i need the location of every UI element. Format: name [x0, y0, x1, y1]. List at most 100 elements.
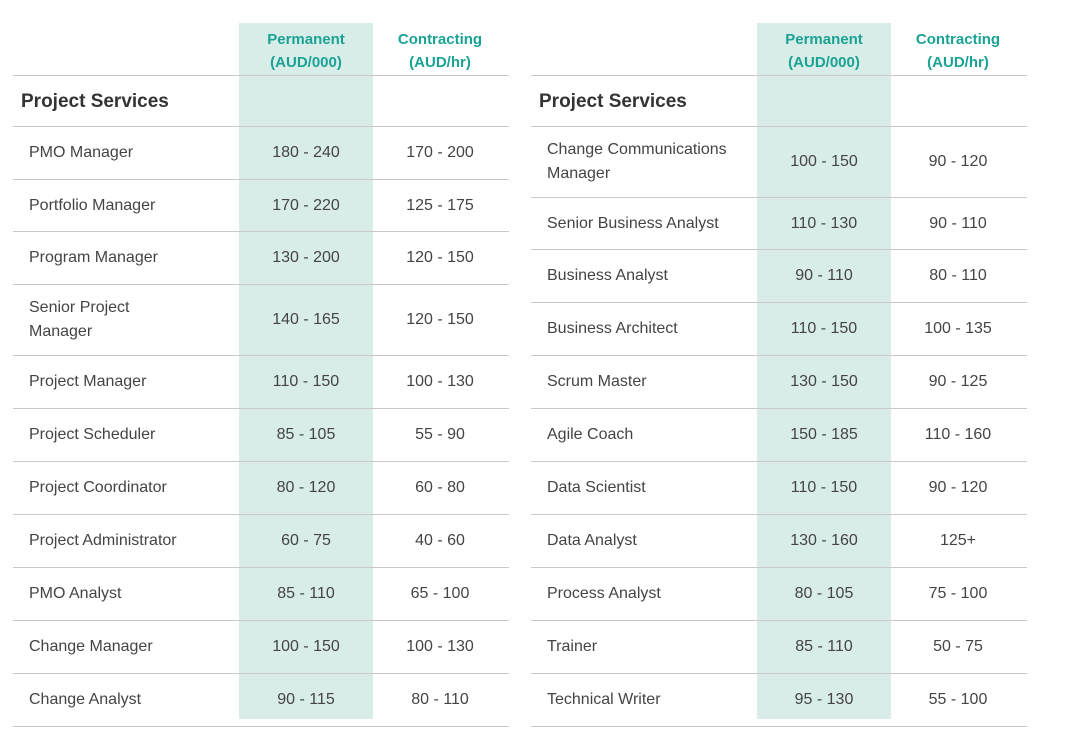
permanent-column-header: Permanent (AUD/000): [239, 28, 373, 74]
contracting-rate: 120 - 150: [406, 311, 474, 328]
contracting-rate: 100 - 130: [406, 373, 474, 390]
contracting-rate: 55 - 90: [415, 426, 465, 443]
table-row: Technical Writer 95 - 130 55 - 100: [531, 674, 1027, 727]
table-row: Change Analyst 90 - 115 80 - 110: [13, 674, 509, 727]
role-name: Project Coordinator: [29, 479, 167, 496]
contracting-rate: 110 - 160: [924, 426, 992, 443]
role-name: Technical Writer: [547, 691, 661, 708]
table-row: Data Analyst 130 - 160 125+: [531, 515, 1027, 568]
permanent-salary: 90 - 115: [277, 691, 335, 708]
contracting-rate: 80 - 110: [929, 267, 987, 284]
permanent-salary: 95 - 130: [794, 691, 854, 708]
right-salary-table: Permanent (AUD/000) Contracting (AUD/hr)…: [531, 0, 1027, 755]
permanent-salary: 110 - 130: [790, 214, 858, 232]
table-row: Scrum Master 130 - 150 90 - 125: [531, 356, 1027, 409]
table-row: Project Coordinator 80 - 120 60 - 80: [13, 462, 509, 515]
table-row: PMO Manager 180 - 240 170 - 200: [13, 127, 509, 180]
permanent-salary: 130 - 200: [272, 249, 340, 266]
table-row: Portfolio Manager 170 - 220 125 - 175: [13, 180, 509, 232]
permanent-salary: 150 - 185: [790, 426, 858, 443]
role-name: Data Analyst: [547, 532, 637, 549]
contracting-header-unit: (AUD/hr): [409, 54, 471, 71]
permanent-column-highlight: [757, 23, 891, 719]
permanent-salary: 85 - 110: [277, 585, 335, 602]
permanent-salary: 110 - 150: [272, 373, 340, 390]
table-row: Senior Project Manager 140 - 165 120 - 150: [13, 285, 509, 356]
permanent-salary: 80 - 120: [276, 479, 336, 496]
permanent-salary: 90 - 110: [795, 267, 853, 284]
role-name: Trainer: [547, 638, 598, 655]
permanent-salary: 130 - 150: [790, 373, 858, 390]
permanent-salary: 110 - 150: [790, 320, 858, 337]
table-row: PMO Analyst 85 - 110 65 - 100: [13, 568, 509, 621]
role-name: Change Communications Manager: [547, 141, 727, 182]
role-name: Change Analyst: [29, 691, 142, 708]
permanent-salary: 60 - 75: [281, 532, 331, 549]
contracting-rate: 55 - 100: [928, 691, 988, 708]
role-name: Project Scheduler: [29, 426, 156, 443]
contracting-header-unit: (AUD/hr): [927, 54, 989, 71]
permanent-salary: 100 - 150: [790, 153, 858, 170]
role-name: Data Scientist: [547, 479, 646, 496]
table-row: Business Analyst 90 - 110 80 - 110: [531, 250, 1027, 303]
table-row: Senior Business Analyst 110 - 130 90 - 110: [531, 198, 1027, 250]
contracting-rate: 40 - 60: [415, 532, 465, 549]
table-row: Project Manager 110 - 150 100 - 130: [13, 356, 509, 409]
permanent-salary: 140 - 165: [272, 311, 340, 328]
role-name: Senior Project Manager: [29, 299, 130, 340]
role-name: Change Manager: [29, 638, 153, 655]
role-name: Program Manager: [29, 249, 158, 266]
contracting-header-title: Contracting: [397, 31, 483, 48]
contracting-rate: 90 - 125: [928, 373, 988, 390]
section-title: Project Services: [539, 91, 687, 112]
contracting-rate: 100 - 130: [406, 638, 474, 655]
table-row: Business Architect 110 - 150 100 - 135: [531, 303, 1027, 356]
section-title: Project Services: [21, 91, 169, 112]
permanent-salary: 110 - 150: [790, 479, 858, 496]
contracting-rate: 170 - 200: [406, 144, 474, 161]
permanent-salary: 180 - 240: [272, 144, 340, 161]
role-name: Agile Coach: [547, 426, 634, 443]
contracting-rate: 90 - 110: [929, 214, 987, 232]
contracting-rate: 75 - 100: [928, 585, 988, 602]
role-name: Business Architect: [547, 320, 678, 337]
contracting-column-header: Contracting (AUD/hr): [891, 28, 1025, 74]
contracting-rate: 90 - 120: [928, 479, 988, 496]
role-name: Project Manager: [29, 373, 147, 390]
table-row: Process Analyst 80 - 105 75 - 100: [531, 568, 1027, 621]
contracting-rate: 125+: [939, 532, 977, 549]
role-name: PMO Manager: [29, 144, 134, 161]
table-row: Change Manager 100 - 150 100 - 130: [13, 621, 509, 674]
role-name: PMO Analyst: [29, 585, 122, 602]
table-header: Permanent (AUD/000) Contracting (AUD/hr): [531, 23, 1027, 76]
permanent-salary: 170 - 220: [272, 196, 340, 214]
table-row: Project Scheduler 85 - 105 55 - 90: [13, 409, 509, 462]
table-row: Trainer 85 - 110 50 - 75: [531, 621, 1027, 674]
role-name: Project Administrator: [29, 532, 177, 549]
role-name: Senior Business Analyst: [547, 214, 719, 232]
permanent-salary: 100 - 150: [272, 638, 340, 655]
contracting-rate: 65 - 100: [410, 585, 470, 602]
table-body: Change Communications Manager 100 - 150 90…: [531, 126, 1027, 727]
table-row: Change Communications Manager 100 - 150 90…: [531, 127, 1027, 198]
role-name: Process Analyst: [547, 585, 661, 602]
contracting-rate: 120 - 150: [406, 249, 474, 266]
role-name: Business Analyst: [547, 267, 668, 284]
table-body: PMO Manager 180 - 240 170 - 200 Portfolio M…: [13, 126, 509, 727]
table-row: Project Administrator 60 - 75 40 - 60: [13, 515, 509, 568]
contracting-rate: 80 - 110: [411, 691, 469, 708]
table-header: Permanent (AUD/000) Contracting (AUD/hr): [13, 23, 509, 76]
contracting-column-header: Contracting (AUD/hr): [373, 28, 507, 74]
permanent-column-highlight: [239, 23, 373, 719]
permanent-header-unit: (AUD/000): [270, 54, 342, 71]
permanent-salary: 130 - 160: [790, 532, 858, 549]
permanent-salary: 85 - 105: [276, 426, 336, 443]
contracting-header-title: Contracting: [915, 31, 1001, 48]
table-row: Program Manager 130 - 200 120 - 150: [13, 232, 509, 285]
table-row: Agile Coach 150 - 185 110 - 160: [531, 409, 1027, 462]
contracting-rate: 50 - 75: [933, 638, 983, 655]
contracting-rate: 90 - 120: [928, 153, 988, 170]
contracting-rate: 60 - 80: [415, 479, 465, 496]
permanent-salary: 85 - 110: [795, 638, 853, 655]
left-salary-table: Permanent (AUD/000) Contracting (AUD/hr)…: [13, 0, 509, 755]
